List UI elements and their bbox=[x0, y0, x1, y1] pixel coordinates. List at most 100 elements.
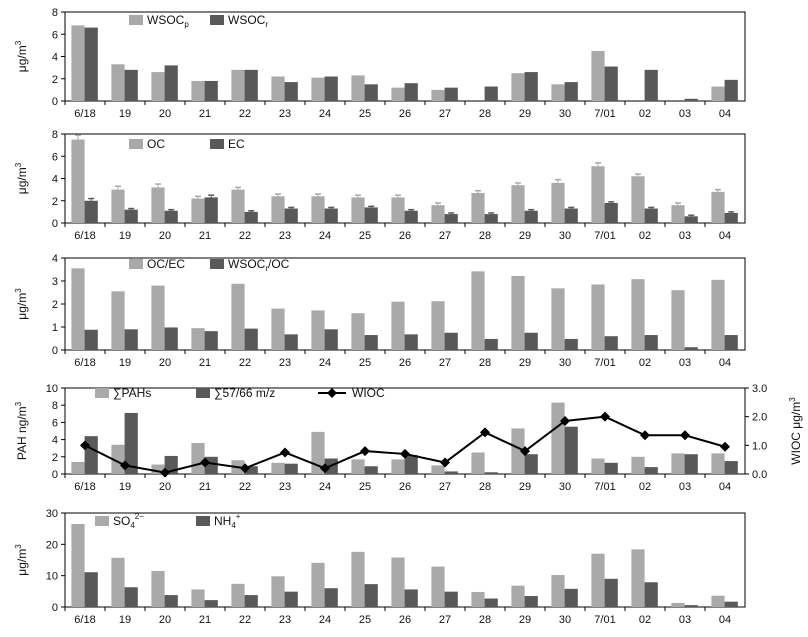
x-tick-label: 23 bbox=[279, 357, 291, 369]
y-tick-label: 4 bbox=[52, 52, 58, 64]
x-tick-label: 22 bbox=[239, 481, 251, 493]
bar-nh4- bbox=[524, 596, 538, 607]
legend-label: WSOCr/OC bbox=[228, 257, 290, 273]
bar-oc-ec bbox=[111, 291, 125, 350]
bar-nh4- bbox=[84, 572, 98, 607]
legend-label: WSOCp bbox=[147, 13, 189, 29]
x-tick-label: 19 bbox=[119, 614, 131, 626]
bar-so4-2- bbox=[271, 576, 285, 607]
bar--pahs bbox=[591, 458, 605, 474]
wioc-point bbox=[440, 457, 450, 468]
x-tick-label: 03 bbox=[679, 481, 691, 493]
bar-nh4- bbox=[644, 582, 658, 607]
x-tick-label: 27 bbox=[439, 108, 451, 120]
bar-wsocp bbox=[431, 89, 445, 101]
y-axis-label: PAH ng/m3 bbox=[14, 401, 29, 460]
y-tick-label: 4 bbox=[52, 253, 58, 265]
legend-label: EC bbox=[228, 137, 245, 151]
x-tick-label: 30 bbox=[559, 108, 571, 120]
x-tick-label: 6/18 bbox=[74, 481, 95, 493]
x-tick-label: 26 bbox=[399, 230, 411, 242]
bar-so4-2- bbox=[351, 551, 365, 607]
bar-nh4- bbox=[604, 578, 618, 607]
x-tick-label: 04 bbox=[719, 230, 731, 242]
bar--57-66-m-z bbox=[644, 467, 658, 474]
bar-wsocr-oc bbox=[204, 331, 218, 350]
x-tick-label: 30 bbox=[559, 230, 571, 242]
bar-wsocr bbox=[444, 87, 458, 101]
wioc-point bbox=[720, 441, 730, 452]
y-axis-label-exp: 3 bbox=[14, 544, 23, 549]
y-axis-label: μg/m3 bbox=[14, 288, 29, 320]
bar-oc-ec bbox=[231, 283, 245, 350]
legend-label: NH4+ bbox=[214, 512, 241, 530]
y2-tick-label: 0.0 bbox=[752, 469, 767, 481]
bar--57-66-m-z bbox=[244, 466, 258, 474]
bar--pahs bbox=[351, 459, 365, 474]
bar-wsocr bbox=[404, 83, 418, 101]
bar--pahs bbox=[431, 465, 445, 474]
x-tick-label: 02 bbox=[639, 230, 651, 242]
x-tick-label: 23 bbox=[279, 230, 291, 242]
bar--57-66-m-z bbox=[284, 463, 298, 474]
legend-label-main: WSOC bbox=[147, 13, 185, 27]
bar-oc bbox=[391, 197, 405, 223]
x-tick-label: 20 bbox=[159, 230, 171, 242]
x-tick-label: 03 bbox=[679, 108, 691, 120]
bar-nh4- bbox=[444, 591, 458, 607]
x-tick-label: 03 bbox=[679, 614, 691, 626]
y-tick-label: 3 bbox=[52, 276, 58, 288]
bar-oc bbox=[351, 197, 365, 223]
x-tick-label: 6/18 bbox=[74, 357, 95, 369]
bar-ec bbox=[524, 210, 538, 223]
bar--57-66-m-z bbox=[564, 426, 578, 474]
x-tick-label: 29 bbox=[519, 357, 531, 369]
y-tick-label: 0 bbox=[52, 218, 58, 230]
x-tick-label: 20 bbox=[159, 357, 171, 369]
bar-nh4- bbox=[124, 587, 138, 607]
x-tick-label: 22 bbox=[239, 357, 251, 369]
x-tick-label: 26 bbox=[399, 357, 411, 369]
bar-nh4- bbox=[484, 598, 498, 607]
legend-label-main: ∑57/66 m/z bbox=[214, 386, 275, 400]
legend-label-main: WIOC bbox=[352, 386, 385, 400]
bar-oc-ec bbox=[391, 301, 405, 350]
x-tick-label: 27 bbox=[439, 614, 451, 626]
x-tick-label: 7/01 bbox=[594, 481, 615, 493]
bar-nh4- bbox=[684, 605, 698, 607]
y-axis-label-exp: 3 bbox=[14, 401, 23, 406]
wioc-point bbox=[320, 463, 330, 474]
x-tick-label: 22 bbox=[239, 230, 251, 242]
bar--pahs bbox=[191, 443, 205, 474]
bar-wsocr bbox=[484, 86, 498, 101]
bar--pahs bbox=[551, 402, 565, 474]
bar--57-66-m-z bbox=[724, 461, 738, 474]
wioc-point bbox=[160, 467, 170, 478]
x-tick-label: 7/01 bbox=[594, 230, 615, 242]
bar-oc bbox=[471, 192, 485, 223]
bar-oc-ec bbox=[671, 290, 685, 350]
legend-label-sub: r bbox=[265, 264, 268, 273]
bar-so4-2- bbox=[431, 566, 445, 607]
bar-ec bbox=[284, 208, 298, 223]
legend-label: ∑PAHs bbox=[113, 386, 151, 400]
x-tick-label: 29 bbox=[519, 230, 531, 242]
y-axis-label-exp: 3 bbox=[14, 40, 23, 45]
legend-line-marker bbox=[327, 388, 337, 398]
bar-oc bbox=[511, 185, 525, 223]
bar-oc-ec bbox=[511, 275, 525, 350]
bar-nh4- bbox=[284, 591, 298, 607]
x-tick-label: 30 bbox=[559, 481, 571, 493]
bar-wsocp bbox=[311, 77, 325, 101]
bar--57-66-m-z bbox=[404, 455, 418, 474]
bar-oc-ec bbox=[471, 271, 485, 350]
bar-nh4- bbox=[364, 584, 378, 607]
legend-swatch bbox=[129, 139, 143, 149]
bar--pahs bbox=[711, 453, 725, 474]
bar--pahs bbox=[471, 452, 485, 474]
legend-label-main: EC bbox=[228, 137, 245, 151]
bar-oc bbox=[271, 196, 285, 223]
y-axis-label: μg/m3 bbox=[14, 544, 29, 576]
legend-label-main: OC bbox=[147, 137, 165, 151]
